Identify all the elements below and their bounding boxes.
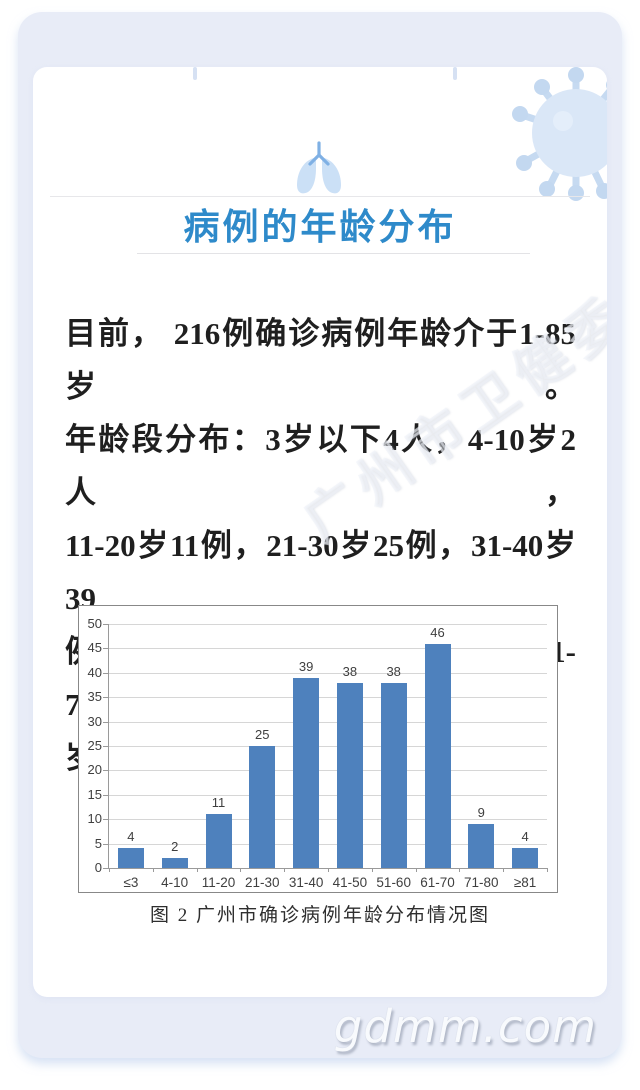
decorative-dash [453,67,457,80]
x-axis-tick [459,868,461,872]
gridline [109,648,547,650]
x-tick-label: 11-20 [201,875,236,890]
gridline [109,843,547,845]
gridline [109,721,547,723]
age-distribution-chart: 0 5 10 15 20 25 30 35 40 45 50 4 ≤3 2 4-10 11 11-20 25 21-… [78,605,558,893]
gridline [109,794,547,796]
y-axis-tick [103,746,109,747]
body-text-line: 目前， 216例确诊病例年龄介于1-85岁。 [65,316,576,404]
x-tick-label: 61-70 [420,875,455,890]
title-divider-top [50,196,590,197]
x-axis-tick [547,868,548,872]
y-axis-tick [103,648,109,650]
y-axis-tick [103,843,109,845]
y-axis-tick [103,794,109,796]
decorative-dash [193,67,197,80]
bar [249,746,276,868]
page-title: 病例的年龄分布 [183,206,457,247]
y-axis-tick [103,672,109,674]
body-text-line: 11-20岁11例，21-30岁25例，31-40岁39 [65,528,576,616]
gridline [109,672,547,674]
bar [293,677,320,868]
x-tick-label: 4-10 [161,875,189,890]
coronavirus-icon [512,67,607,201]
gridline [109,746,547,747]
bar-value-label: 4 [127,829,135,845]
x-tick-label: 21-30 [245,875,280,890]
y-tick-label: 20 [87,762,102,778]
y-tick-label: 0 [94,860,102,875]
gridline [109,624,547,625]
x-axis-tick [109,868,110,872]
bar [468,824,495,868]
x-tick-label: 71-80 [464,875,499,890]
y-tick-label: 40 [87,664,102,680]
bar-value-label: 46 [430,624,445,640]
x-axis-tick [152,868,154,872]
bar [205,814,232,868]
x-tick-label: 31-40 [288,875,324,890]
content-panel: 病例的年龄分布 目前， 216例确诊病例年龄介于1-85岁。 年龄段分布：3岁以下… [33,67,607,997]
x-axis-tick [371,868,373,872]
bar-value-label: 38 [386,663,401,679]
x-tick-label: 51-60 [376,875,411,890]
y-tick-label: 50 [87,616,102,631]
y-axis-tick [103,697,109,699]
y-axis-tick [103,721,109,723]
gridline [109,819,547,821]
bar-value-label: 9 [477,805,485,821]
bar-value-label: 25 [255,727,270,742]
y-tick-label: 35 [87,689,102,705]
gridline [109,770,547,772]
title-divider-bottom [137,253,530,254]
bar-value-label: 11 [211,795,226,811]
x-axis-tick [196,868,198,872]
bar-value-label: 38 [342,663,358,679]
y-axis-tick [103,868,109,869]
site-watermark: gdmm.com [333,1000,597,1053]
y-tick-label: 45 [87,640,102,656]
x-axis-tick [284,868,286,872]
body-text-line: 年龄段分布：3岁以下4人，4-10岁2人， [65,422,576,510]
y-tick-label: 25 [87,738,102,753]
bar [424,643,451,868]
bar-value-label: 4 [521,829,529,845]
bar [336,682,363,868]
x-axis-tick [240,868,242,872]
y-axis-tick [103,770,109,772]
bar [380,682,407,868]
card-background: 病例的年龄分布 目前， 216例确诊病例年龄介于1-85岁。 年龄段分布：3岁以下… [18,12,622,1058]
y-tick-label: 15 [87,786,102,802]
y-tick-label: 30 [87,713,102,729]
bar-value-label: 2 [171,839,179,855]
bar-value-label: 39 [298,658,314,674]
x-axis-tick [503,868,505,872]
lung-icon [297,141,341,194]
bar [512,848,539,868]
x-tick-label: ≤3 [123,875,139,890]
x-axis-tick [415,868,417,872]
y-tick-label: 10 [87,811,102,827]
x-tick-label: ≥81 [513,875,537,890]
y-tick-label: 5 [94,835,102,851]
x-tick-label: 41-50 [332,875,368,890]
bar [117,848,144,868]
bar [161,858,188,868]
y-axis-tick [103,624,109,625]
chart-caption: 图 2 广州市确诊病例年龄分布情况图 [149,905,490,926]
y-axis-tick [103,819,109,821]
chart-plot: 0 5 10 15 20 25 30 35 40 45 50 4 ≤3 2 4-10 11 11-20 25 21-… [88,616,548,890]
x-axis-tick [328,868,329,872]
gridline [109,697,547,699]
